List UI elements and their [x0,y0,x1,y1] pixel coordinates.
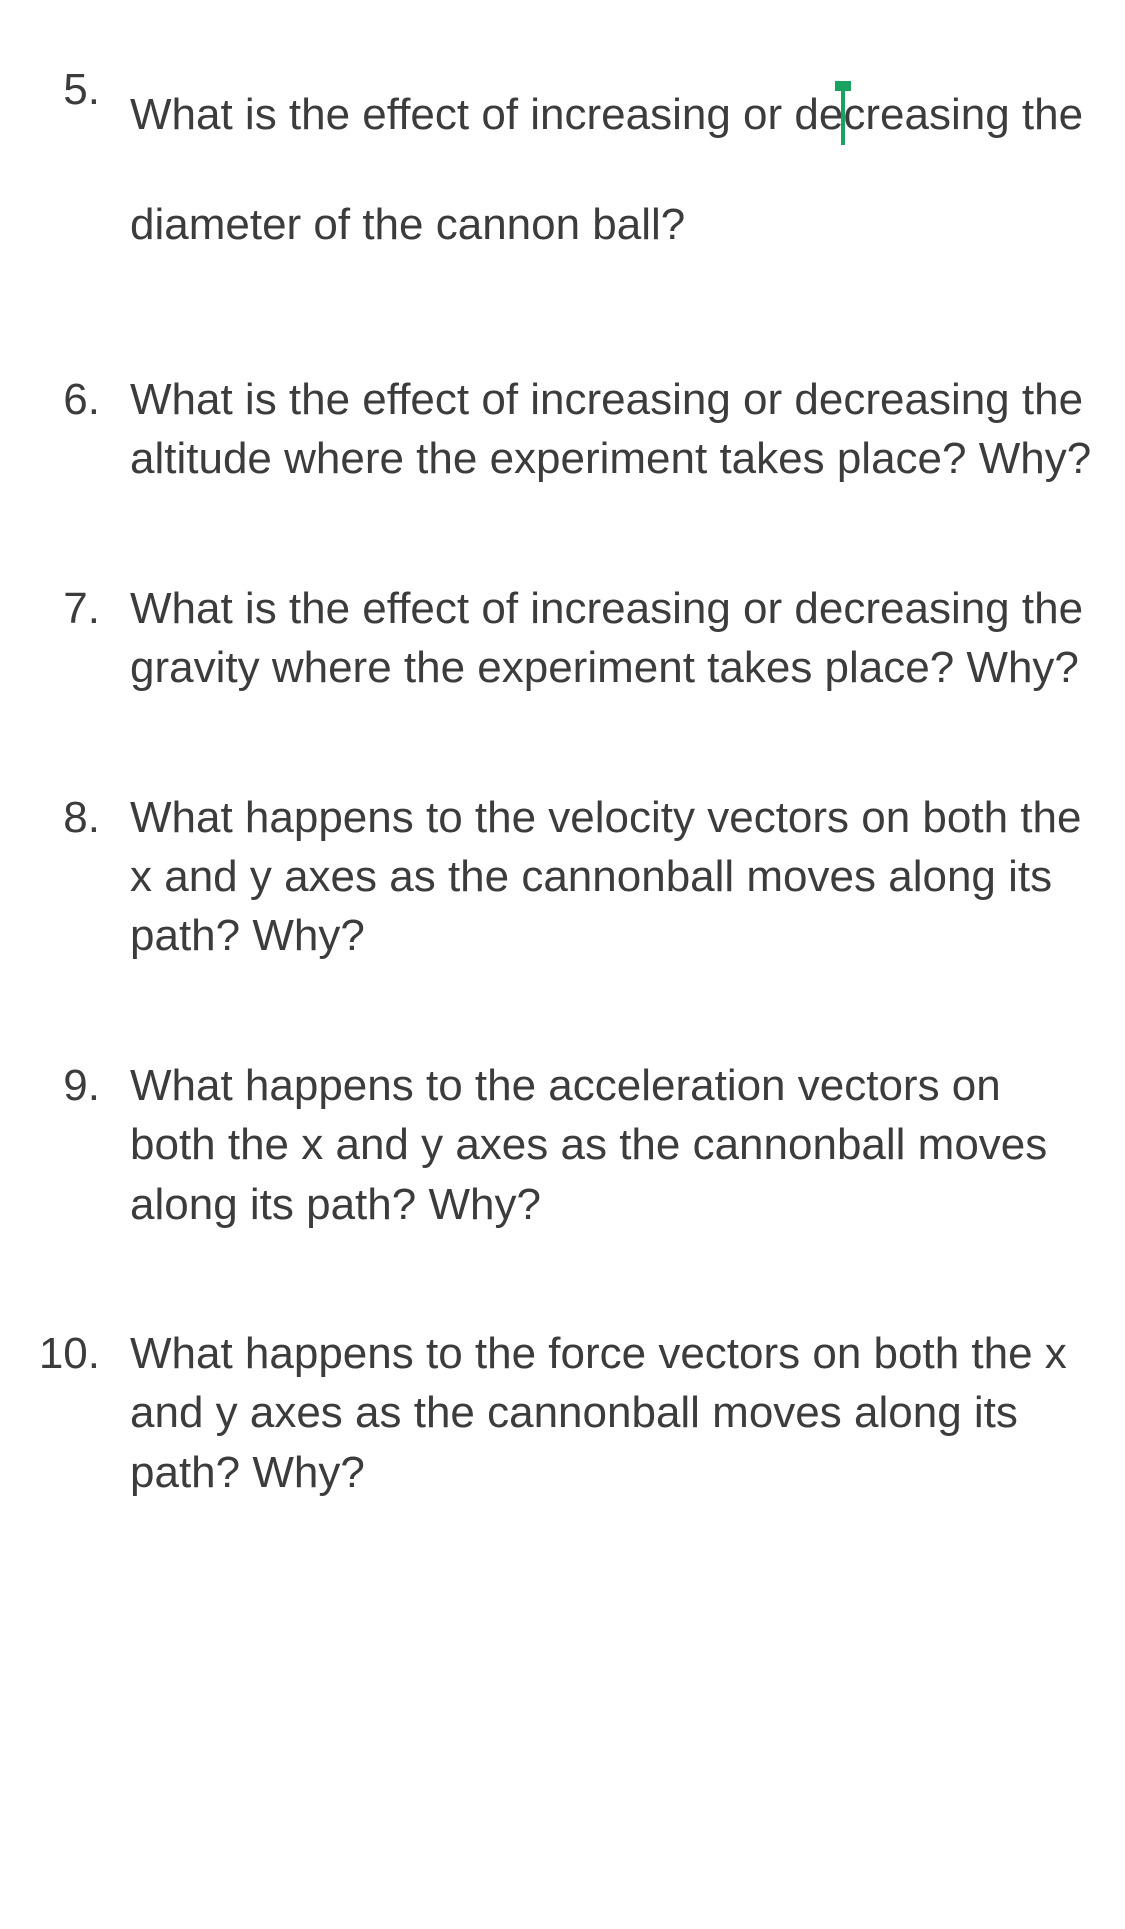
question-number: 6. [30,370,130,429]
question-text[interactable]: What is the effect of increasing or decr… [130,60,1095,280]
question-item-6[interactable]: 6. What is the effect of increasing or d… [30,370,1095,489]
question-text[interactable]: What happens to the force vectors on bot… [130,1324,1095,1502]
question-text[interactable]: What is the effect of increasing or decr… [130,579,1095,698]
question-list: 5. What is the effect of increasing or d… [30,60,1095,1502]
question-number: 8. [30,788,130,847]
question-item-7[interactable]: 7. What is the effect of increasing or d… [30,579,1095,698]
question-number: 10. [30,1324,130,1383]
question-number: 5. [30,60,130,119]
question-item-9[interactable]: 9. What happens to the acceleration vect… [30,1056,1095,1234]
question-item-5[interactable]: 5. What is the effect of increasing or d… [30,60,1095,280]
question-text[interactable]: What is the effect of increasing or decr… [130,370,1095,489]
question-text[interactable]: What happens to the velocity vectors on … [130,788,1095,966]
question-number: 7. [30,579,130,638]
question-item-8[interactable]: 8. What happens to the velocity vectors … [30,788,1095,966]
text-before-cursor: What is the effect of increasing or de [130,90,843,139]
question-item-10[interactable]: 10. What happens to the force vectors on… [30,1324,1095,1502]
question-text[interactable]: What happens to the acceleration vectors… [130,1056,1095,1234]
question-number: 9. [30,1056,130,1115]
